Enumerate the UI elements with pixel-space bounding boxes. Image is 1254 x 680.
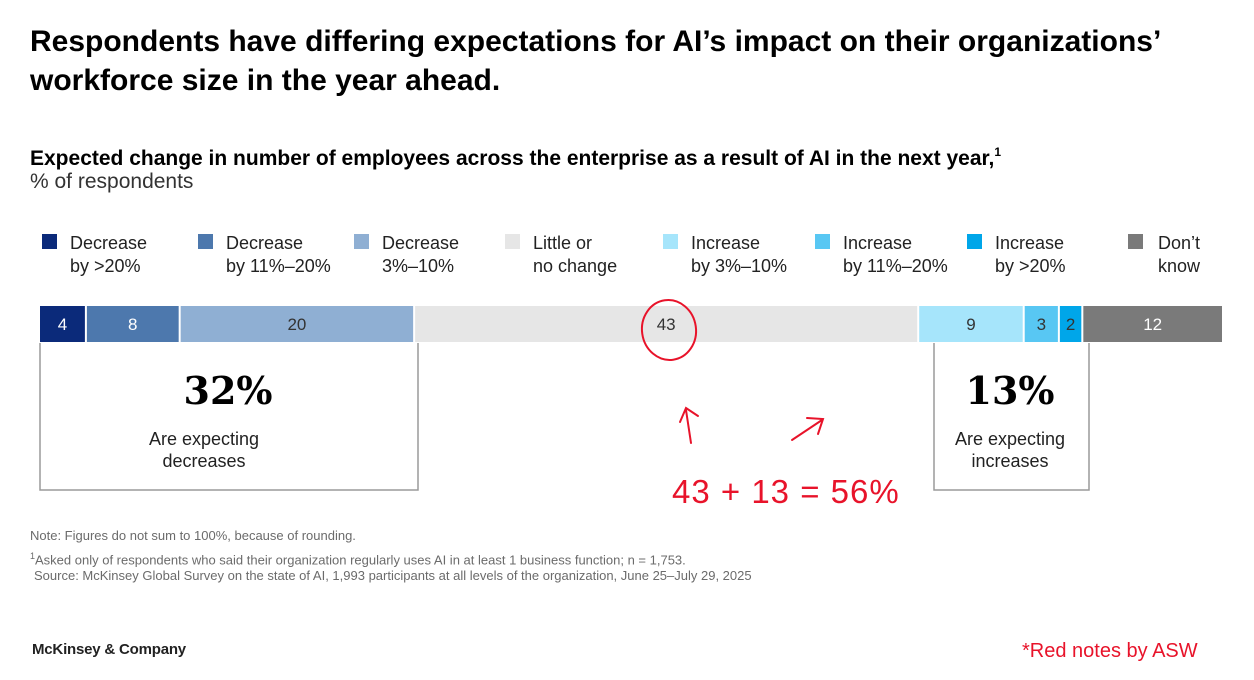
source-text: Source: McKinsey Global Survey on the st… (34, 568, 752, 583)
bar-segment (919, 306, 1023, 342)
subtitle-text: Expected change in number of employees a… (30, 147, 995, 170)
red-notes-credit: *Red notes by ASW (1022, 640, 1198, 662)
bar-value-label: 2 (1066, 315, 1075, 334)
decrease-caption: Are expecting decreases (148, 429, 260, 471)
bar-value-label: 43 (657, 315, 676, 334)
bar-labels: 4 8 20 43 9 3 2 12 (58, 315, 1162, 334)
legend-swatch (42, 234, 57, 249)
legend-label: Increase by >20% (995, 233, 1066, 276)
legend-label: Decrease by 11%–20% (226, 233, 331, 276)
bar-value-label: 4 (58, 315, 67, 334)
bar-value-label: 9 (966, 315, 975, 334)
red-arrow-diagonal-icon (791, 417, 825, 441)
bar-segment (415, 306, 918, 342)
increase-bracket (933, 343, 1090, 491)
chart-title: Respondents have differing expectations … (30, 25, 1160, 97)
bar-value-label: 20 (287, 315, 306, 334)
subtitle-footnote-marker: 1 (994, 145, 1002, 159)
red-equation-annotation: 43 + 13 = 56% (672, 473, 900, 510)
unit-label: % of respondents (30, 170, 194, 193)
legend-swatch (198, 234, 213, 249)
legend-label: Don’t know (1158, 233, 1201, 276)
legend-label: Increase by 11%–20% (843, 233, 948, 276)
increase-caption: Are expecting increases (954, 429, 1066, 471)
legend-label: Decrease by >20% (70, 233, 148, 276)
legend-swatch (663, 234, 678, 249)
note-text: Note: Figures do not sum to 100%, becaus… (30, 528, 356, 543)
bar-value-label: 8 (128, 315, 137, 334)
legend-swatch (354, 234, 369, 249)
increase-total: 13% (965, 368, 1055, 413)
bar-segments (40, 306, 1222, 342)
bar-segment (40, 306, 85, 342)
legend-label: Decrease 3%–10% (382, 233, 460, 276)
footnote-text: 1Asked only of respondents who said thei… (30, 551, 686, 568)
red-circle-annotation (640, 299, 698, 361)
decrease-total: 32% (183, 368, 273, 413)
red-arrow-up-icon (679, 406, 699, 444)
chart-subtitle: Expected change in number of employees a… (30, 138, 1001, 173)
brand-logo-text: McKinsey & Company (32, 641, 186, 658)
legend-swatch (815, 234, 830, 249)
bar-segment (1024, 306, 1058, 342)
legend-swatch (967, 234, 982, 249)
decrease-bracket (39, 343, 419, 491)
legend-label: Increase by 3%–10% (691, 233, 788, 276)
legend-swatch (505, 234, 520, 249)
bar-segment (1083, 306, 1222, 342)
bar-segment (86, 306, 179, 342)
bar-value-label: 12 (1143, 315, 1162, 334)
legend-swatch (1128, 234, 1143, 249)
bar-segment (1059, 306, 1082, 342)
bar-segment (180, 306, 414, 342)
legend-label: Little or no change (533, 233, 618, 276)
bar-value-label: 3 (1037, 315, 1046, 334)
